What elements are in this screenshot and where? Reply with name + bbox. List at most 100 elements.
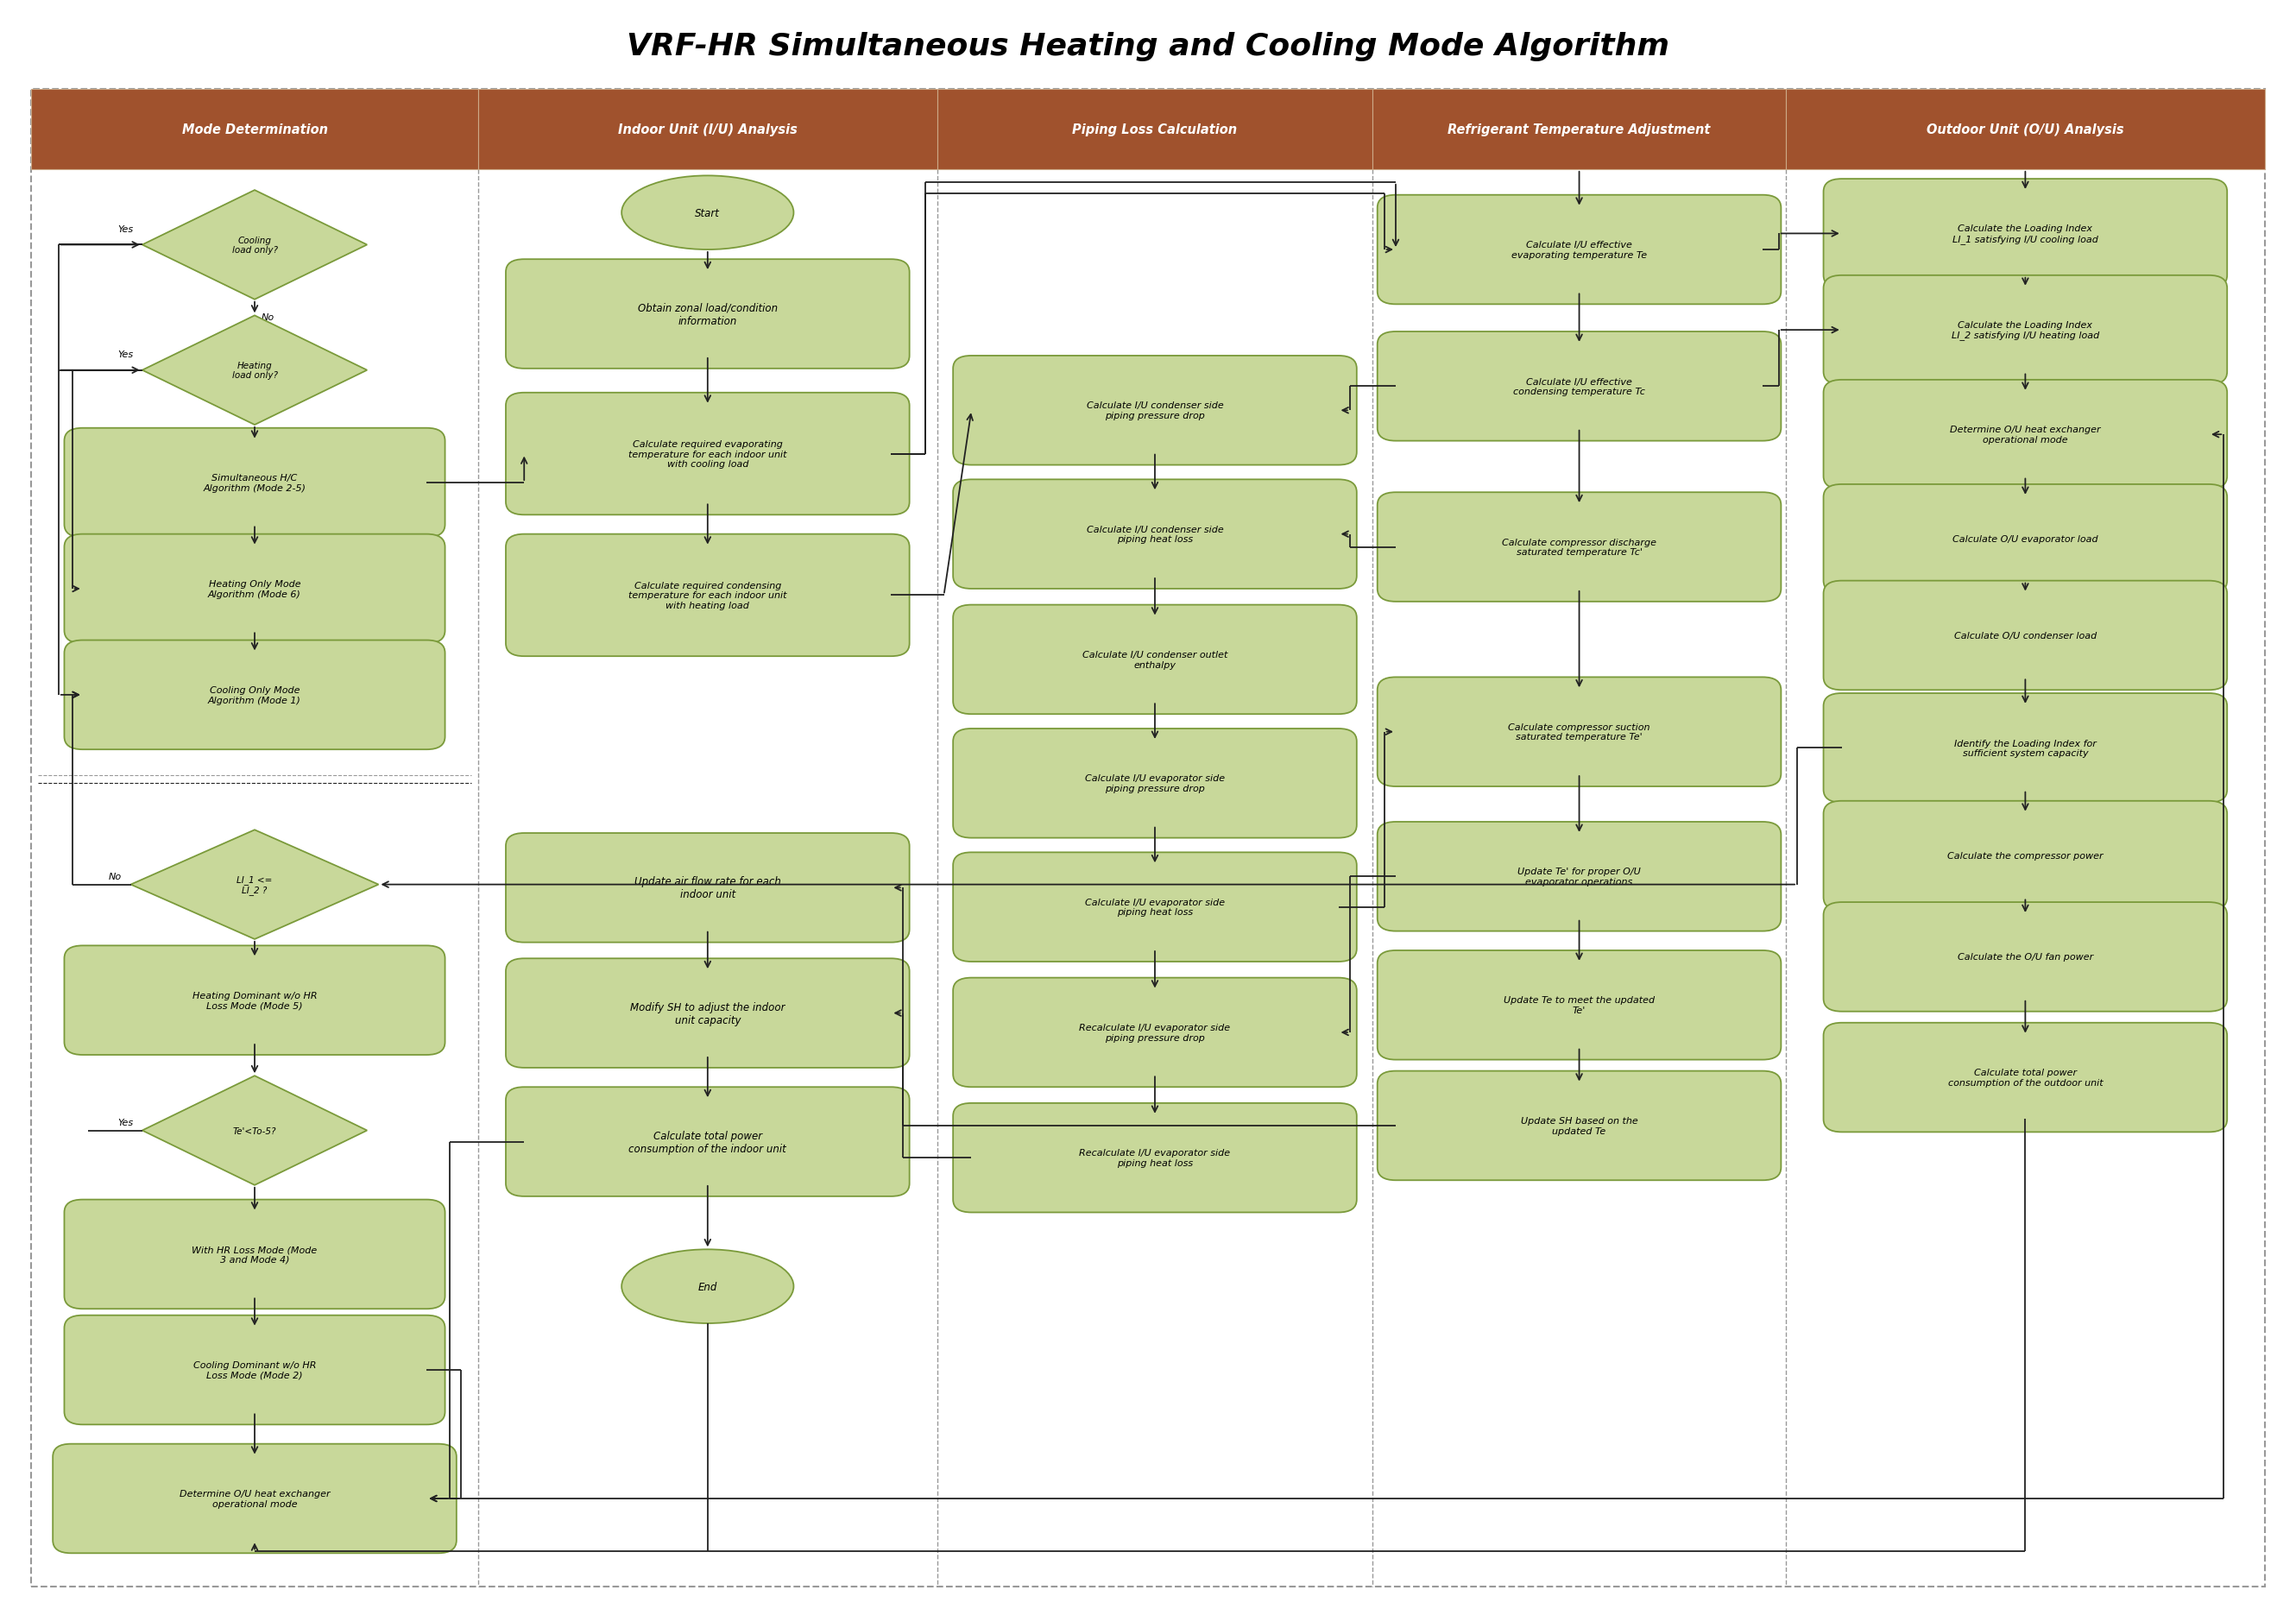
FancyBboxPatch shape xyxy=(1823,380,2227,489)
FancyBboxPatch shape xyxy=(1823,484,2227,594)
Text: No: No xyxy=(108,872,122,882)
Text: Calculate required condensing
temperature for each indoor unit
with heating load: Calculate required condensing temperatur… xyxy=(629,581,788,610)
FancyBboxPatch shape xyxy=(64,534,445,644)
Text: Recalculate I/U evaporator side
piping heat loss: Recalculate I/U evaporator side piping h… xyxy=(1079,1149,1231,1167)
Text: Calculate I/U condenser side
piping pressure drop: Calculate I/U condenser side piping pres… xyxy=(1086,402,1224,420)
Text: Cooling Only Mode
Algorithm (Mode 1): Cooling Only Mode Algorithm (Mode 1) xyxy=(209,685,301,705)
Text: Mode Determination: Mode Determination xyxy=(181,124,328,137)
Text: Simultaneous H/C
Algorithm (Mode 2-5): Simultaneous H/C Algorithm (Mode 2-5) xyxy=(204,475,305,492)
Text: Cooling
load only?: Cooling load only? xyxy=(232,237,278,254)
FancyBboxPatch shape xyxy=(953,1104,1357,1213)
FancyBboxPatch shape xyxy=(1378,331,1782,441)
Text: Calculate total power
consumption of the outdoor unit: Calculate total power consumption of the… xyxy=(1947,1068,2103,1088)
Text: End: End xyxy=(698,1281,716,1292)
FancyBboxPatch shape xyxy=(505,393,909,515)
FancyBboxPatch shape xyxy=(64,1316,445,1424)
FancyBboxPatch shape xyxy=(64,946,445,1056)
Ellipse shape xyxy=(622,1250,794,1324)
Text: Update Te' for proper O/U
evaporator operations: Update Te' for proper O/U evaporator ope… xyxy=(1518,867,1642,887)
FancyBboxPatch shape xyxy=(505,1088,909,1197)
Bar xyxy=(1373,90,1786,171)
Text: Calculate O/U condenser load: Calculate O/U condenser load xyxy=(1954,631,2096,640)
FancyBboxPatch shape xyxy=(953,479,1357,589)
FancyBboxPatch shape xyxy=(953,729,1357,838)
FancyBboxPatch shape xyxy=(1378,196,1782,304)
FancyBboxPatch shape xyxy=(1823,581,2227,690)
Text: Calculate I/U condenser side
piping heat loss: Calculate I/U condenser side piping heat… xyxy=(1086,525,1224,544)
Text: Heating Only Mode
Algorithm (Mode 6): Heating Only Mode Algorithm (Mode 6) xyxy=(209,579,301,599)
FancyBboxPatch shape xyxy=(64,640,445,750)
Text: Te'<To-5?: Te'<To-5? xyxy=(232,1126,276,1134)
Text: Calculate I/U condenser outlet
enthalpy: Calculate I/U condenser outlet enthalpy xyxy=(1081,650,1228,669)
Text: Recalculate I/U evaporator side
piping pressure drop: Recalculate I/U evaporator side piping p… xyxy=(1079,1023,1231,1043)
Polygon shape xyxy=(142,315,367,425)
FancyBboxPatch shape xyxy=(505,959,909,1068)
Ellipse shape xyxy=(622,177,794,251)
Text: Calculate the Loading Index
LI_1 satisfying I/U cooling load: Calculate the Loading Index LI_1 satisfy… xyxy=(1952,224,2099,245)
Polygon shape xyxy=(142,191,367,299)
Text: LI_1 <=
LI_2 ?: LI_1 <= LI_2 ? xyxy=(236,875,273,895)
FancyBboxPatch shape xyxy=(53,1443,457,1553)
Polygon shape xyxy=(142,1076,367,1186)
Text: Identify the Loading Index for
sufficient system capacity: Identify the Loading Index for sufficien… xyxy=(1954,739,2096,758)
Text: No: No xyxy=(262,312,276,322)
FancyBboxPatch shape xyxy=(1823,180,2227,288)
Bar xyxy=(1786,90,2264,171)
FancyBboxPatch shape xyxy=(1823,693,2227,803)
Text: Calculate compressor suction
saturated temperature Te': Calculate compressor suction saturated t… xyxy=(1508,722,1651,742)
FancyBboxPatch shape xyxy=(505,261,909,368)
Text: Calculate O/U evaporator load: Calculate O/U evaporator load xyxy=(1952,536,2099,544)
Text: Start: Start xyxy=(696,208,721,219)
Polygon shape xyxy=(131,830,379,940)
Text: No: No xyxy=(262,1199,276,1207)
Text: Determine O/U heat exchanger
operational mode: Determine O/U heat exchanger operational… xyxy=(1949,426,2101,444)
FancyBboxPatch shape xyxy=(1823,801,2227,911)
Text: Calculate I/U evaporator side
piping pressure drop: Calculate I/U evaporator side piping pre… xyxy=(1086,774,1224,793)
Text: Piping Loss Calculation: Piping Loss Calculation xyxy=(1072,124,1238,137)
Text: Heating Dominant w/o HR
Loss Mode (Mode 5): Heating Dominant w/o HR Loss Mode (Mode … xyxy=(193,991,317,1010)
Text: Determine O/U heat exchanger
operational mode: Determine O/U heat exchanger operational… xyxy=(179,1490,331,1508)
FancyBboxPatch shape xyxy=(64,428,445,537)
Text: Calculate the O/U fan power: Calculate the O/U fan power xyxy=(1958,953,2094,962)
Text: Yes: Yes xyxy=(117,225,133,233)
Text: Indoor Unit (I/U) Analysis: Indoor Unit (I/U) Analysis xyxy=(618,124,797,137)
Text: Cooling Dominant w/o HR
Loss Mode (Mode 2): Cooling Dominant w/o HR Loss Mode (Mode … xyxy=(193,1361,317,1379)
FancyBboxPatch shape xyxy=(505,833,909,943)
FancyBboxPatch shape xyxy=(953,853,1357,962)
Text: Update SH based on the
updated Te: Update SH based on the updated Te xyxy=(1520,1117,1637,1134)
FancyBboxPatch shape xyxy=(1823,275,2227,385)
Text: Calculate total power
consumption of the indoor unit: Calculate total power consumption of the… xyxy=(629,1130,788,1154)
FancyBboxPatch shape xyxy=(64,1200,445,1310)
Text: Modify SH to adjust the indoor
unit capacity: Modify SH to adjust the indoor unit capa… xyxy=(629,1001,785,1025)
Text: Yes: Yes xyxy=(262,953,278,961)
Text: Calculate the Loading Index
LI_2 satisfying I/U heating load: Calculate the Loading Index LI_2 satisfy… xyxy=(1952,320,2099,339)
Text: Calculate the compressor power: Calculate the compressor power xyxy=(1947,851,2103,861)
Text: Obtain zonal load/condition
information: Obtain zonal load/condition information xyxy=(638,302,778,327)
FancyBboxPatch shape xyxy=(1378,951,1782,1060)
Text: Update Te to meet the updated
Te': Update Te to meet the updated Te' xyxy=(1504,996,1655,1015)
Text: Outdoor Unit (O/U) Analysis: Outdoor Unit (O/U) Analysis xyxy=(1926,124,2124,137)
Text: Yes: Yes xyxy=(117,351,133,359)
Text: Update air flow rate for each
indoor unit: Update air flow rate for each indoor uni… xyxy=(634,875,781,899)
Text: VRF-HR Simultaneous Heating and Cooling Mode Algorithm: VRF-HR Simultaneous Heating and Cooling … xyxy=(627,32,1669,61)
FancyBboxPatch shape xyxy=(1378,492,1782,602)
FancyBboxPatch shape xyxy=(953,605,1357,714)
Bar xyxy=(32,90,478,171)
FancyBboxPatch shape xyxy=(1378,822,1782,932)
FancyBboxPatch shape xyxy=(1823,1023,2227,1133)
FancyBboxPatch shape xyxy=(1378,677,1782,787)
Text: Heating
load only?: Heating load only? xyxy=(232,362,278,380)
FancyBboxPatch shape xyxy=(953,978,1357,1088)
Bar xyxy=(937,90,1373,171)
Text: Calculate I/U evaporator side
piping heat loss: Calculate I/U evaporator side piping hea… xyxy=(1086,898,1224,917)
Bar xyxy=(478,90,937,171)
FancyBboxPatch shape xyxy=(1378,1072,1782,1181)
Text: Refrigerant Temperature Adjustment: Refrigerant Temperature Adjustment xyxy=(1449,124,1711,137)
Text: Calculate I/U effective
condensing temperature Tc: Calculate I/U effective condensing tempe… xyxy=(1513,378,1646,396)
Text: Calculate compressor discharge
saturated temperature Tc': Calculate compressor discharge saturated… xyxy=(1502,537,1655,557)
FancyBboxPatch shape xyxy=(1823,903,2227,1012)
FancyBboxPatch shape xyxy=(505,534,909,656)
FancyBboxPatch shape xyxy=(953,356,1357,465)
Text: No: No xyxy=(262,438,276,447)
Text: Calculate I/U effective
evaporating temperature Te: Calculate I/U effective evaporating temp… xyxy=(1511,241,1646,259)
